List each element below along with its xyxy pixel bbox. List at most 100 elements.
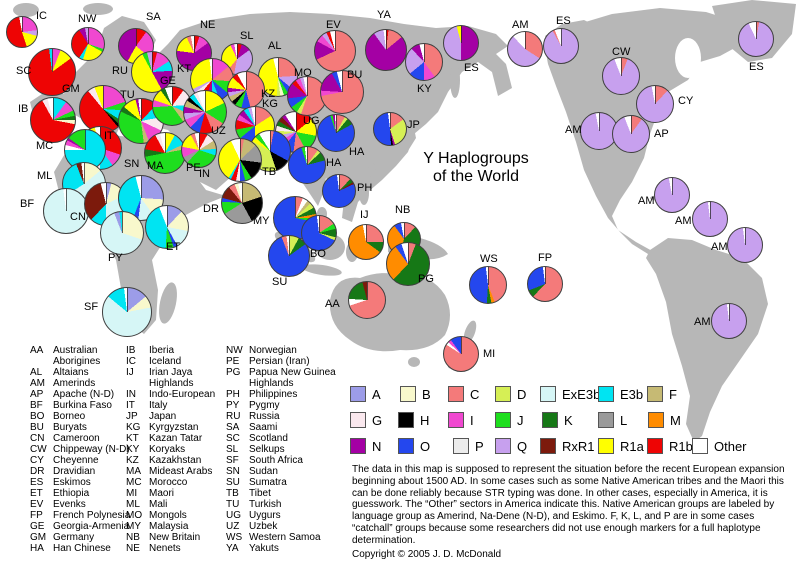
legend-item-g: G [350,411,382,429]
pie-label-gm: GM [62,83,80,95]
abbrev-entry-tu: TU Turkish [226,499,361,510]
abbrev-entry-my: MY Malaysia [126,521,229,532]
map-title-line2: of the World [433,168,519,185]
abbrev-name: South Africa [249,455,303,466]
pie-label-mi: MI [483,348,496,360]
legend-label: R1a [620,438,644,454]
map-title: Y Haplogroups of the World [370,150,582,186]
pie-es [443,25,479,61]
legend-item-h: H [398,411,429,429]
pie-label-sn: SN [124,158,140,170]
pie-am [507,31,543,67]
abbrev-code: EV [30,499,44,510]
abbrev-name: Kazakhstan [149,455,202,466]
abbrev-entry-kt: KT Kazan Tatar [126,433,229,444]
pie-label-es: ES [556,15,571,27]
abbrev-code: CY [30,455,44,466]
abbrev-name: Australian Aborigines [53,345,101,367]
pie-label-sc: SC [16,65,32,77]
abbrev-column: IB Iberia IC Iceland IJ Irian Jaya Highlands I… [126,345,229,554]
abbrev-entry-ug: UG Uygurs [226,510,361,521]
abbrev-column: AA Australian Aborigines AL Altaians AM Ameri… [30,345,131,554]
abbrev-entry-nb: NB New Britain [126,532,229,543]
pie-start-line [728,304,730,321]
abbrev-name: Eskimos [53,477,91,488]
pie-start-line [241,183,243,203]
pie-start-line [51,49,53,72]
legend-label: A [372,386,381,402]
abbrev-code: BO [30,411,45,422]
abbrev-code: NW [226,345,243,356]
pie-start-line [671,178,673,195]
pie-start-line [524,32,526,49]
abbrev-entry-ph: PH Philippines [226,389,361,400]
legend-swatch-p [453,438,469,454]
pie-label-bf: BF [20,198,35,210]
pie-et [145,205,189,249]
pie-label-ya: YA [377,9,391,21]
abbrev-name: Kazan Tatar [149,433,203,444]
pie-start-line [269,131,271,151]
abbrev-entry-it: IT Italy [126,400,229,411]
pie-in [218,138,262,182]
pie-bf [43,188,89,234]
abbrev-entry-mc: MC Morocco [126,477,229,488]
abbrev-entry-sn: SN Sudan [226,466,361,477]
legend-swatch-exe3b [540,386,556,402]
abbrev-name: Scotland [249,433,288,444]
pie-start-line [306,77,308,96]
pie-start-line [52,98,54,120]
abbrev-name: Borneo [53,411,86,422]
abbrev-name: Mali [149,499,168,510]
landmass-south-america [646,238,768,442]
legend-item-a: A [350,385,381,403]
pie-start-line [306,147,308,165]
pie-ha [317,114,355,152]
pie-label-ws: WS [480,253,498,265]
pie-label-cy: CY [678,95,694,107]
abbrev-name: Japan [149,411,177,422]
pie-label-am: AM [565,124,582,136]
pie-start-line [193,36,195,53]
copyright-line: Copyright © 2005 J. D. McDonald [352,549,502,560]
abbrev-name: Evenks [53,499,86,510]
abbrev-entry-ne: NE Nenets [126,543,229,554]
pie-label-fp: FP [538,252,553,264]
abbrev-code: MO [126,510,143,521]
abbrev-entry-in: IN Indo-European [126,389,229,400]
legend-label: B [422,386,431,402]
abbrev-code: GM [30,532,47,543]
pie-label-ge: GE [160,75,176,87]
abbrev-column: NW Norwegian PE Persian (Iran) PG Papua New G… [226,345,361,554]
pie-start-line [140,176,142,198]
abbrev-entry-ic: IC Iceland [126,356,229,367]
abbrev-code: BF [30,400,43,411]
pie-start-line [245,72,247,90]
abbrev-name: Selkups [249,444,285,455]
pie-start-line [544,267,546,284]
pie-label-ug: UG [303,115,320,127]
pie-start-line [487,267,489,285]
abbrev-name: Turkish [249,499,282,510]
legend-swatch-o [398,438,414,454]
pie-start-line [318,216,320,233]
abbrev-name: Saami [249,422,278,433]
abbrev-entry-ma: MA Mideast Arabs [126,466,229,477]
abbrev-code: SF [226,455,239,466]
pie-label-am: AM [512,19,529,31]
pie-label-ma: MA [147,160,164,172]
pie-label-bu: BU [347,69,363,81]
pie-start-line [560,29,562,46]
landmass-java [302,264,342,276]
pie-label-aa: AA [325,298,340,310]
landmass-madagascar [159,282,177,324]
abbrev-entry-pe: PE Persian (Iran) [226,356,361,367]
abbrev-entry-su: SU Sumatra [226,477,361,488]
abbrev-name: Uygurs [249,510,281,521]
abbrev-entry-kg: KG Kyrgyzstan [126,422,229,433]
abbrev-entry-cn: CN Cameroon [30,433,131,444]
abbrev-code: PH [226,389,240,400]
abbrev-code: TB [226,488,239,499]
legend-label: L [620,412,628,428]
legend-label: O [420,438,431,454]
